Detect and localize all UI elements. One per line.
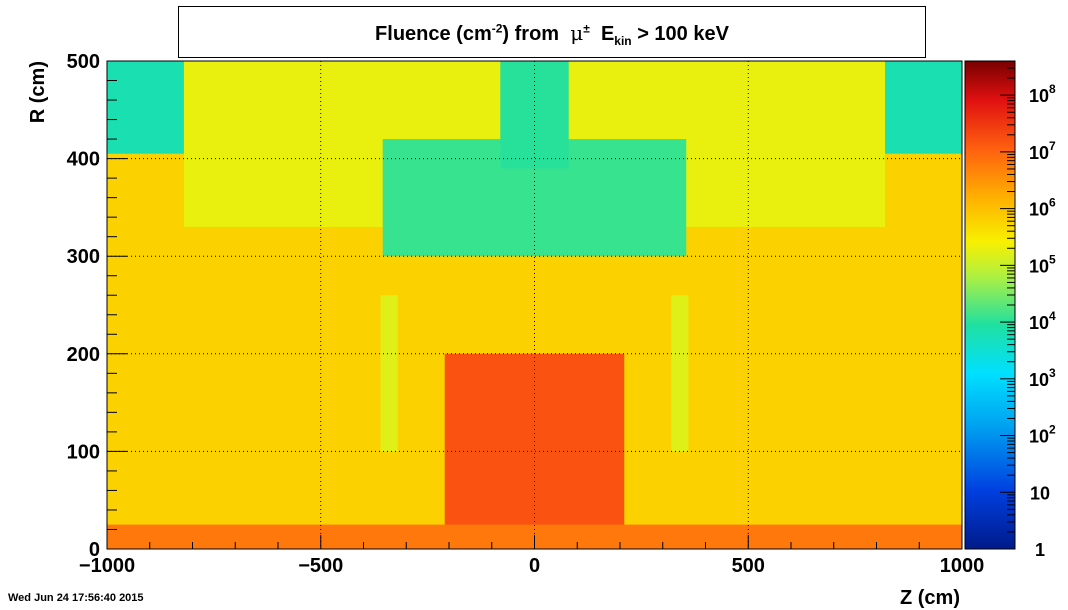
region-side-strip-left [380, 295, 398, 452]
chart-title: Fluence (cm-2) from μ± Ekin > 100 keV [179, 21, 925, 48]
colorbar-tick-label: 103 [1029, 366, 1056, 390]
colorbar-tick-label: 102 [1029, 423, 1056, 447]
title-exponent: -2 [491, 21, 503, 36]
y-tick-label: 500 [67, 51, 100, 73]
region-side-strip-right [671, 295, 689, 452]
colorbar-tick-label: 105 [1029, 252, 1056, 276]
colorbar-ticks: 1 10 102 103 104 105 106 107 108 [1000, 60, 1056, 560]
y-axis-label: R (cm) [27, 61, 49, 123]
grid-lines [107, 61, 962, 549]
x-axis-ticks: −1000 −500 0 500 1000 [79, 535, 984, 577]
y-tick-label: 400 [67, 149, 100, 171]
title-middle: ) from [502, 23, 560, 45]
title-particle-sup: ± [583, 21, 590, 36]
colorbar-tick-label: 107 [1029, 139, 1056, 163]
timestamp: Wed Jun 24 17:56:40 2015 [8, 592, 144, 604]
x-tick-label: −500 [298, 555, 343, 577]
y-tick-label: 300 [67, 246, 100, 268]
colorbar-tick-label: 1 [1035, 540, 1045, 560]
title-energy: E [600, 23, 615, 45]
title-prefix: Fluence (cm [375, 23, 492, 45]
title-energy-sub: kin [614, 34, 632, 48]
x-tick-label: −1000 [79, 555, 135, 577]
region-inner-cavity-top [500, 61, 569, 169]
y-tick-label: 0 [89, 539, 100, 561]
colorbar-tick-label: 108 [1029, 82, 1056, 106]
colorbar-tick-label: 10 [1030, 483, 1050, 503]
colorbar [964, 60, 1016, 550]
colorbar-tick-label: 106 [1029, 196, 1056, 220]
x-tick-label: 1000 [940, 555, 985, 577]
x-tick-label: 500 [732, 555, 765, 577]
region-outer-cavity-left [107, 61, 184, 154]
x-tick-label: 0 [529, 555, 540, 577]
y-tick-label: 200 [67, 344, 100, 366]
region-outer-cavity-right [885, 61, 962, 154]
region-core [444, 353, 625, 549]
colorbar-tick-label: 104 [1029, 309, 1056, 333]
y-tick-label: 100 [67, 441, 100, 463]
title-particle: μ [570, 21, 584, 45]
title-suffix: > 100 keV [637, 23, 729, 45]
y-axis-ticks: 0 100 200 300 400 500 [67, 51, 127, 561]
x-axis-label: Z (cm) [900, 587, 960, 609]
chart-title-box: Fluence (cm-2) from μ± Ekin > 100 keV [178, 6, 926, 58]
